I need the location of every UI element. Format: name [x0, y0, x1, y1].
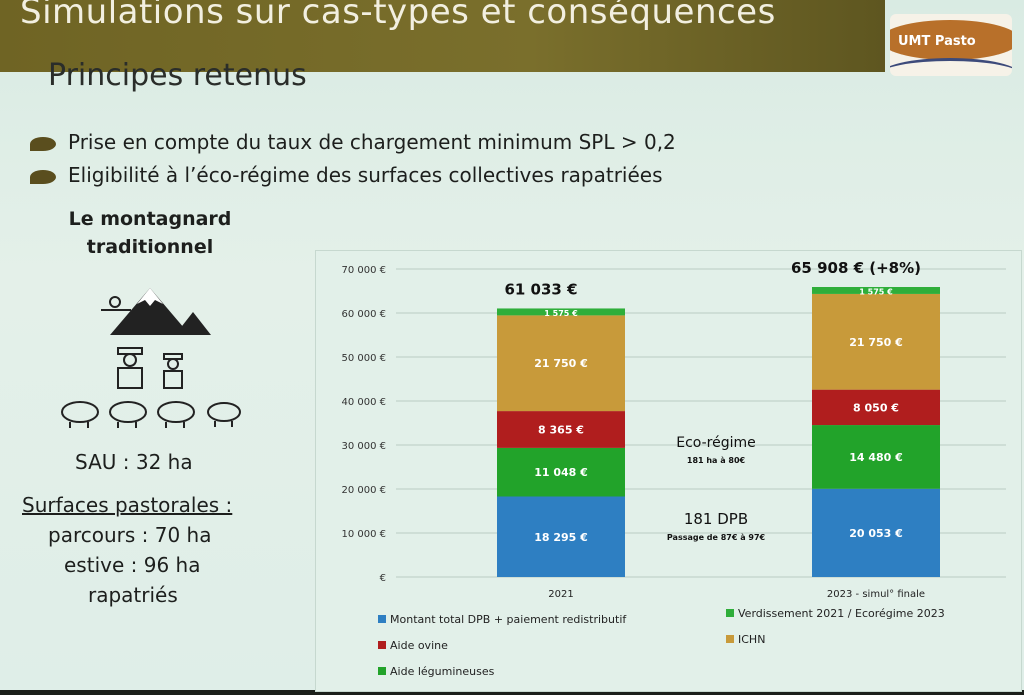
data-label: 21 750 €: [849, 336, 903, 349]
legend-swatch: [726, 609, 734, 617]
sau-text: SAU : 32 ha: [75, 450, 193, 474]
bullet-2: Eligibilité à l’éco-régime des surfaces …: [30, 163, 663, 187]
legend-entry: Montant total DPB + paiement redistribut…: [390, 613, 627, 626]
legend-swatch: [378, 615, 386, 623]
y-tick-label: 50 000 €: [341, 353, 386, 364]
umt-pasto-logo: UMT Pasto: [890, 14, 1012, 76]
bar-segment: [497, 447, 625, 497]
legend-swatch: [378, 641, 386, 649]
data-label: 1 575 €: [859, 287, 893, 296]
data-label: 14 480 €: [849, 451, 903, 464]
bar-segment: [497, 496, 625, 577]
data-label: 20 053 €: [849, 527, 903, 540]
data-label: 21 750 €: [534, 357, 588, 370]
bar-segment: [812, 389, 940, 426]
x-tick-label: 2023 - simul° finale: [827, 589, 925, 600]
title-bar: Simulations sur cas-types et conséquence…: [0, 0, 885, 72]
parcours-text: parcours : 70 ha: [48, 523, 212, 547]
data-label: 11 048 €: [534, 466, 588, 479]
y-tick-label: 20 000 €: [341, 485, 386, 496]
estive-text: estive : 96 ha: [64, 553, 201, 577]
annotation-detail: Passage de 87€ à 97€: [667, 533, 766, 542]
bar-segment: [497, 315, 625, 412]
slide-title: Simulations sur cas-types et conséquence…: [20, 0, 776, 32]
legend-entry: Aide ovine: [390, 639, 448, 652]
y-tick-label: €: [380, 573, 386, 584]
legend-entry: ICHN: [738, 633, 765, 646]
sheep-icon: [61, 401, 241, 428]
mountain-icon: [101, 288, 211, 335]
bar-segment: [812, 293, 940, 390]
legend-entry: Verdissement 2021 / Ecorégime 2023: [738, 607, 945, 620]
data-label: 8 050 €: [853, 401, 899, 414]
leaf-bullet-icon: [30, 136, 56, 151]
annotation-title: Eco-régime: [676, 435, 756, 451]
y-tick-label: 70 000 €: [341, 265, 386, 276]
x-tick-label: 2021: [548, 589, 573, 600]
profile-heading: Le montagnard traditionnel: [68, 208, 232, 258]
annotation-title: 181 DPB: [684, 510, 748, 528]
y-tick-label: 40 000 €: [341, 397, 386, 408]
bar-segment: [497, 308, 625, 316]
bar-segment: [497, 411, 625, 448]
y-tick-label: 30 000 €: [341, 441, 386, 452]
total-label: 61 033 €: [504, 280, 577, 298]
surfaces-heading: Surfaces pastorales :: [22, 493, 233, 517]
leaf-bullet-icon: [30, 169, 56, 184]
rapatries-text: rapatriés: [88, 583, 178, 607]
legend-swatch: [726, 635, 734, 643]
y-tick-label: 60 000 €: [341, 309, 386, 320]
legend-entry: Aide légumineuses: [390, 665, 495, 678]
slide-subtitle: Principes retenus: [48, 58, 307, 93]
stacked-bar-chart: €10 000 € 20 000 € 30 000 € 40 000 € 50 000 …: [341, 259, 1006, 678]
data-label: 8 365 €: [538, 423, 584, 436]
total-label: 65 908 € (+8%): [791, 259, 921, 277]
bar-segment: [812, 488, 940, 577]
legend-swatch: [378, 667, 386, 675]
logo-text: UMT Pasto: [898, 34, 976, 49]
farmer-icon: [117, 347, 183, 389]
data-label: 1 575 €: [544, 309, 578, 318]
data-label: 18 295 €: [534, 531, 588, 544]
chart-panel: €10 000 € 20 000 € 30 000 € 40 000 € 50 000 …: [315, 250, 1022, 692]
bar-segment: [812, 287, 940, 294]
bar-segment: [812, 425, 940, 489]
y-tick-label: 10 000 €: [341, 529, 386, 540]
annotation-detail: 181 ha à 80€: [687, 456, 746, 465]
bullet-1: Prise en compte du taux de chargement mi…: [30, 130, 676, 154]
